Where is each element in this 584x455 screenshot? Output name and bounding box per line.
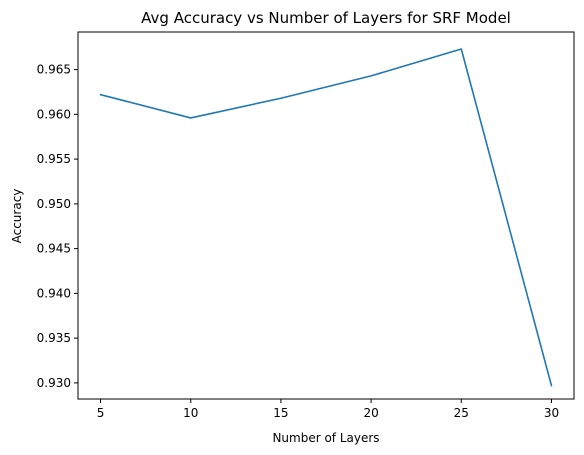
- y-tick-label: 0.940: [37, 286, 71, 300]
- series-layer: [99, 48, 553, 387]
- y-tick-label: 0.955: [37, 152, 71, 166]
- y-axis-label: Accuracy: [10, 189, 24, 244]
- series-line: [99, 48, 553, 387]
- x-ticks: 5 10 15 20 25 30: [97, 399, 559, 420]
- y-tick-label: 0.965: [37, 63, 71, 77]
- y-tick-label: 0.945: [37, 242, 71, 256]
- y-tick-label: 0.950: [37, 197, 71, 211]
- y-tick-label: 0.930: [37, 376, 71, 390]
- y-tick-label: 0.960: [37, 107, 71, 121]
- x-tick-label: 5: [97, 406, 105, 420]
- x-tick-label: 15: [273, 406, 288, 420]
- x-tick-label: 30: [544, 406, 559, 420]
- chart-title: Avg Accuracy vs Number of Layers for SRF…: [141, 9, 511, 27]
- y-tick-label: 0.935: [37, 331, 71, 345]
- plot-area-frame: [77, 31, 575, 400]
- y-ticks: 0.930 0.935 0.940 0.945 0.950 0.955 0.960 0.965: [37, 63, 78, 390]
- x-tick-label: 10: [183, 406, 198, 420]
- x-axis-label: Number of Layers: [272, 431, 379, 445]
- x-tick-label: 20: [363, 406, 378, 420]
- x-tick-label: 25: [454, 406, 469, 420]
